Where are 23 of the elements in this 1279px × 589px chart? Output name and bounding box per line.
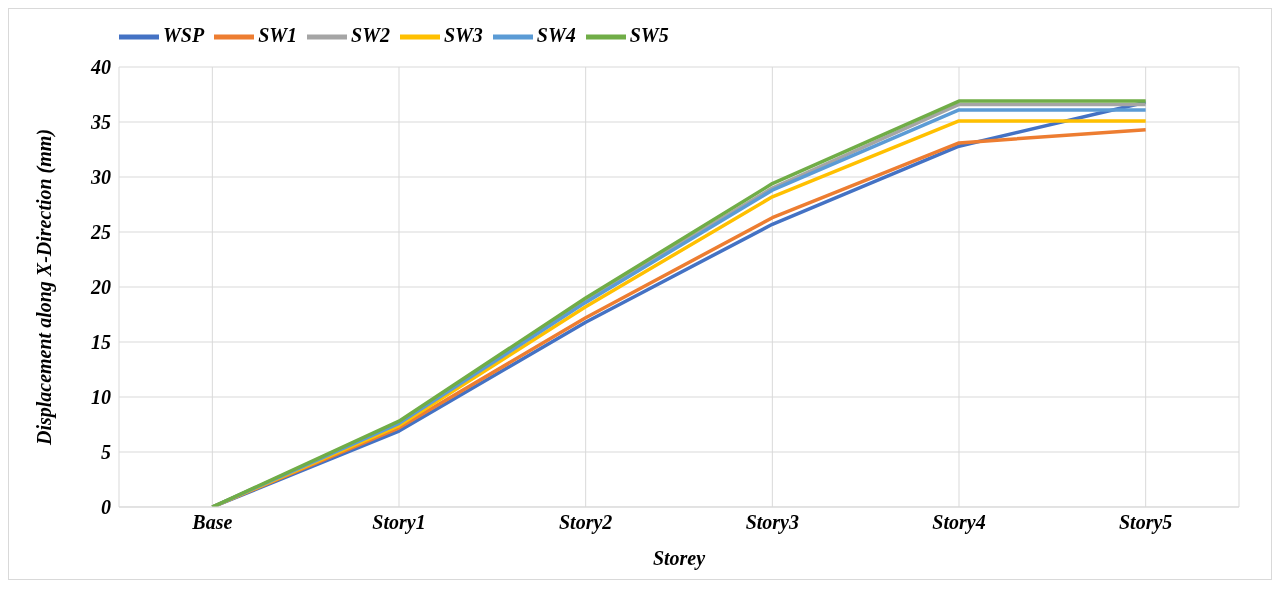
- legend-label: SW4: [536, 23, 576, 46]
- x-tick-label: Story2: [558, 511, 613, 535]
- x-tick-label: Story3: [745, 511, 800, 535]
- legend-label: WSP: [163, 23, 205, 46]
- y-tick-label: 35: [90, 111, 111, 134]
- y-tick-label: 30: [90, 166, 111, 189]
- y-tick-label: 10: [91, 386, 111, 409]
- y-axis-title: Displacement along X-Direction (mm): [33, 128, 57, 447]
- x-tick-label: Base: [191, 511, 233, 534]
- x-tick-label: Story4: [932, 511, 986, 535]
- y-tick-label: 5: [101, 441, 111, 464]
- x-tick-label: Story1: [372, 511, 426, 535]
- y-tick-label: 25: [90, 221, 111, 244]
- y-tick-label: 20: [90, 276, 111, 299]
- legend-label: SW1: [258, 23, 298, 46]
- x-tick-label: Story5: [1118, 511, 1173, 535]
- legend-label: SW3: [443, 23, 483, 46]
- y-tick-label: 15: [91, 331, 111, 354]
- x-axis-title: Storey: [652, 547, 706, 570]
- legend-label: SW5: [629, 23, 669, 46]
- legend-label: SW2: [351, 23, 390, 46]
- y-tick-label: 0: [101, 496, 111, 519]
- y-tick-label: 40: [90, 56, 111, 79]
